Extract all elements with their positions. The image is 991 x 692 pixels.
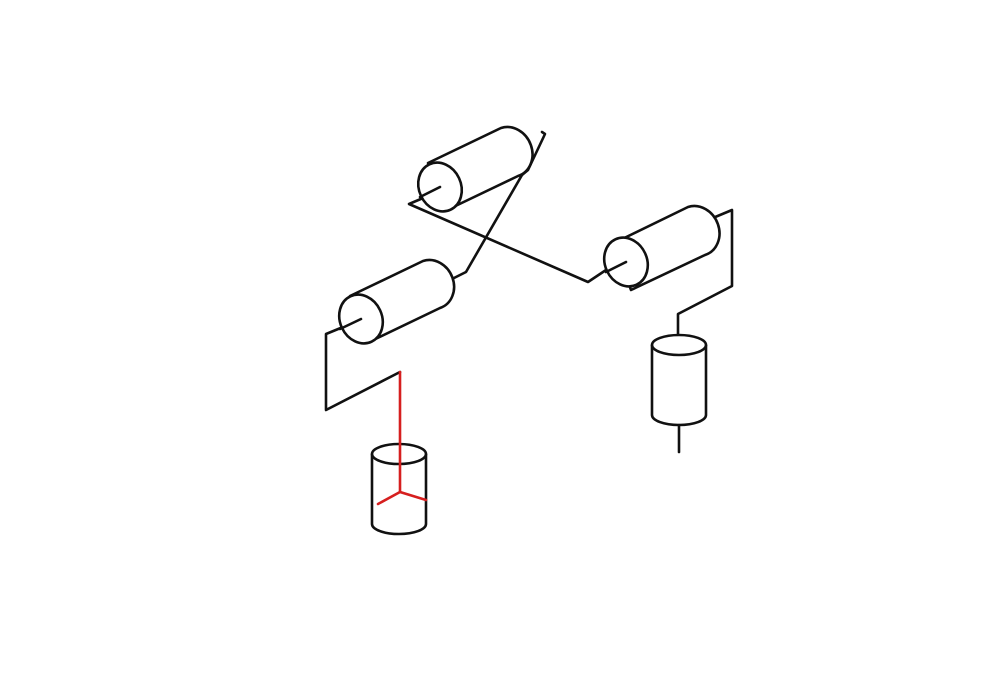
end-effector-prismatic-joint: [650, 333, 708, 454]
wrist-to-end-link: [676, 208, 734, 352]
frame-y-axis: [376, 490, 402, 506]
end-cylinder-body: [650, 345, 708, 427]
wrist-to-end-link-line: [676, 208, 734, 352]
frame-x-axis: [398, 490, 428, 502]
lower-revolute-joint: [337, 258, 456, 345]
wrist-revolute-joint: [602, 204, 721, 292]
base-coordinate-frame: [376, 370, 428, 506]
end-cylinder-top: [650, 333, 708, 357]
wrist-joint-axis: [604, 260, 628, 274]
upper-revolute-joint: [416, 125, 534, 213]
lower-joint-axis: [338, 317, 363, 331]
upper-joint-axis: [418, 185, 442, 199]
